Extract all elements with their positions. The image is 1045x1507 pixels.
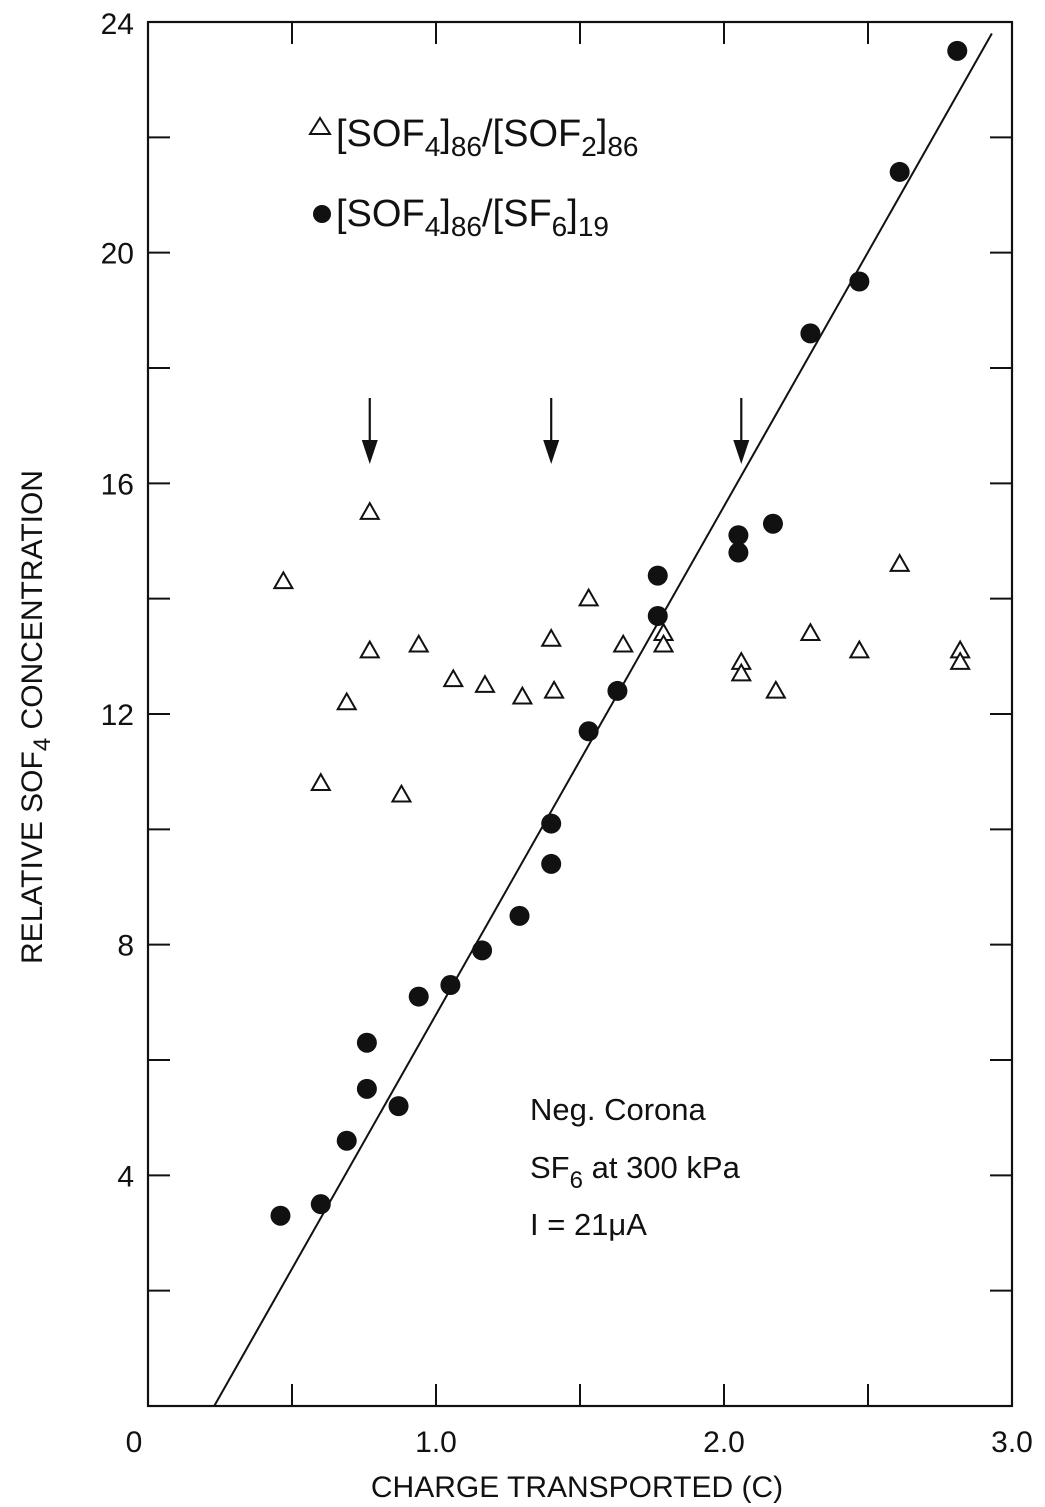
legend-subscript: 86 <box>451 211 482 242</box>
triangle-point <box>335 691 358 711</box>
y-tick-label: 12 <box>101 699 134 732</box>
legend-text-part: ] <box>597 113 608 155</box>
triangle-point <box>612 633 634 653</box>
circle-point <box>889 161 910 182</box>
legend-text-part: [SOF <box>336 113 425 155</box>
circle-point <box>440 975 461 996</box>
circle-point <box>647 565 668 586</box>
y-tick-label: 24 <box>101 8 134 41</box>
fit-line <box>213 33 993 1407</box>
legend-triangle-icon <box>308 116 332 135</box>
y-axis-title-main: RELATIVE SOF <box>16 751 49 964</box>
triangle-point <box>272 570 295 590</box>
triangle-point <box>888 553 911 572</box>
circle-point <box>947 40 968 61</box>
triangle-point <box>540 628 562 647</box>
legend-subscript: 2 <box>581 131 597 162</box>
legend: [SOF4]86/[SOF2]86[SOF4]86/[SF6]19 <box>308 113 639 242</box>
down-arrow-icon <box>733 440 750 464</box>
annotation-line-2-tail: at 300 kPa <box>583 1150 741 1185</box>
circle-point <box>800 323 821 344</box>
y-tick-label: 8 <box>117 930 134 963</box>
triangle-point <box>511 685 534 705</box>
triangle-point <box>359 501 381 520</box>
legend-text-part: ] <box>440 193 451 235</box>
circle-point <box>849 271 870 292</box>
triangle-point <box>390 783 413 803</box>
legend-text-part: /[SF <box>482 193 552 235</box>
legend-text-part: ] <box>567 193 578 235</box>
x-tick-label: 1.0 <box>415 1426 457 1459</box>
triangle-point <box>543 679 565 699</box>
annotation-line-1: Neg. Corona <box>530 1092 707 1127</box>
legend-subscript: 4 <box>425 131 441 162</box>
annotation-line-3: I = 21μA <box>530 1207 647 1242</box>
legend-entry-label: [SOF4]86/[SOF2]86 <box>336 113 639 162</box>
legend-entry-label: [SOF4]86/[SF6]19 <box>336 193 609 242</box>
x-tick-label: 3.0 <box>991 1426 1033 1459</box>
down-arrow-icon <box>361 440 378 464</box>
circle-point <box>607 680 628 701</box>
triangle-point <box>799 622 822 642</box>
triangle-point <box>310 772 332 791</box>
x-tick-label: 0 <box>126 1426 143 1459</box>
annotation-line-2-sub: 6 <box>570 1167 583 1194</box>
triangle-point <box>949 651 971 670</box>
y-axis-title-tail: CONCENTRATION <box>16 470 49 738</box>
circle-point <box>541 853 562 874</box>
x-tick-label: 2.0 <box>703 1426 745 1459</box>
y-tick-label: 16 <box>101 468 134 501</box>
triangle-point <box>474 674 496 693</box>
fit-line-group <box>213 33 993 1407</box>
circle-point <box>408 986 429 1007</box>
triangle-point <box>577 587 600 607</box>
annotation-line-2: SF6 at 300 kPa <box>530 1150 741 1194</box>
legend-subscript: 86 <box>607 131 638 162</box>
circle-point <box>647 605 668 626</box>
arrow-markers <box>361 398 750 464</box>
triangle-point <box>407 633 430 653</box>
triangle-point <box>652 633 675 653</box>
x-axis-title: CHARGE TRANSPORTED (C) <box>371 1471 783 1504</box>
circle-point <box>728 542 749 563</box>
circle-point <box>356 1078 377 1099</box>
triangle-point <box>730 662 753 682</box>
y-tick-label: 20 <box>101 238 134 271</box>
circle-point <box>762 513 783 534</box>
legend-subscript: 6 <box>552 211 568 242</box>
circle-point <box>310 1194 331 1215</box>
y-axis-title: RELATIVE SOF4 CONCENTRATION <box>16 470 56 964</box>
circle-point <box>578 721 599 742</box>
y-tick-label: 4 <box>117 1160 134 1193</box>
triangle-point <box>359 639 381 659</box>
circle-point <box>388 1096 409 1117</box>
circle-point <box>472 940 493 961</box>
triangle-point <box>848 639 871 659</box>
circle-point <box>356 1032 377 1053</box>
legend-subscript: 4 <box>425 211 441 242</box>
legend-text-part: /[SOF <box>482 113 581 155</box>
down-arrow-icon <box>543 440 560 464</box>
legend-subscript: 86 <box>451 131 482 162</box>
legend-text-part: ] <box>440 113 451 155</box>
triangle-point <box>765 679 787 699</box>
annotation-line-2-main: SF <box>530 1150 570 1185</box>
circle-point <box>541 813 562 834</box>
data-points <box>270 40 971 1226</box>
circle-point <box>509 905 530 926</box>
circle-point <box>728 525 749 546</box>
legend-circle-icon <box>313 205 331 223</box>
legend-subscript: 19 <box>578 211 609 242</box>
triangle-point <box>442 668 465 688</box>
circle-point <box>336 1130 357 1151</box>
legend-text-part: [SOF <box>336 193 425 235</box>
y-axis-title-sub: 4 <box>29 738 56 751</box>
circle-point <box>270 1205 291 1226</box>
